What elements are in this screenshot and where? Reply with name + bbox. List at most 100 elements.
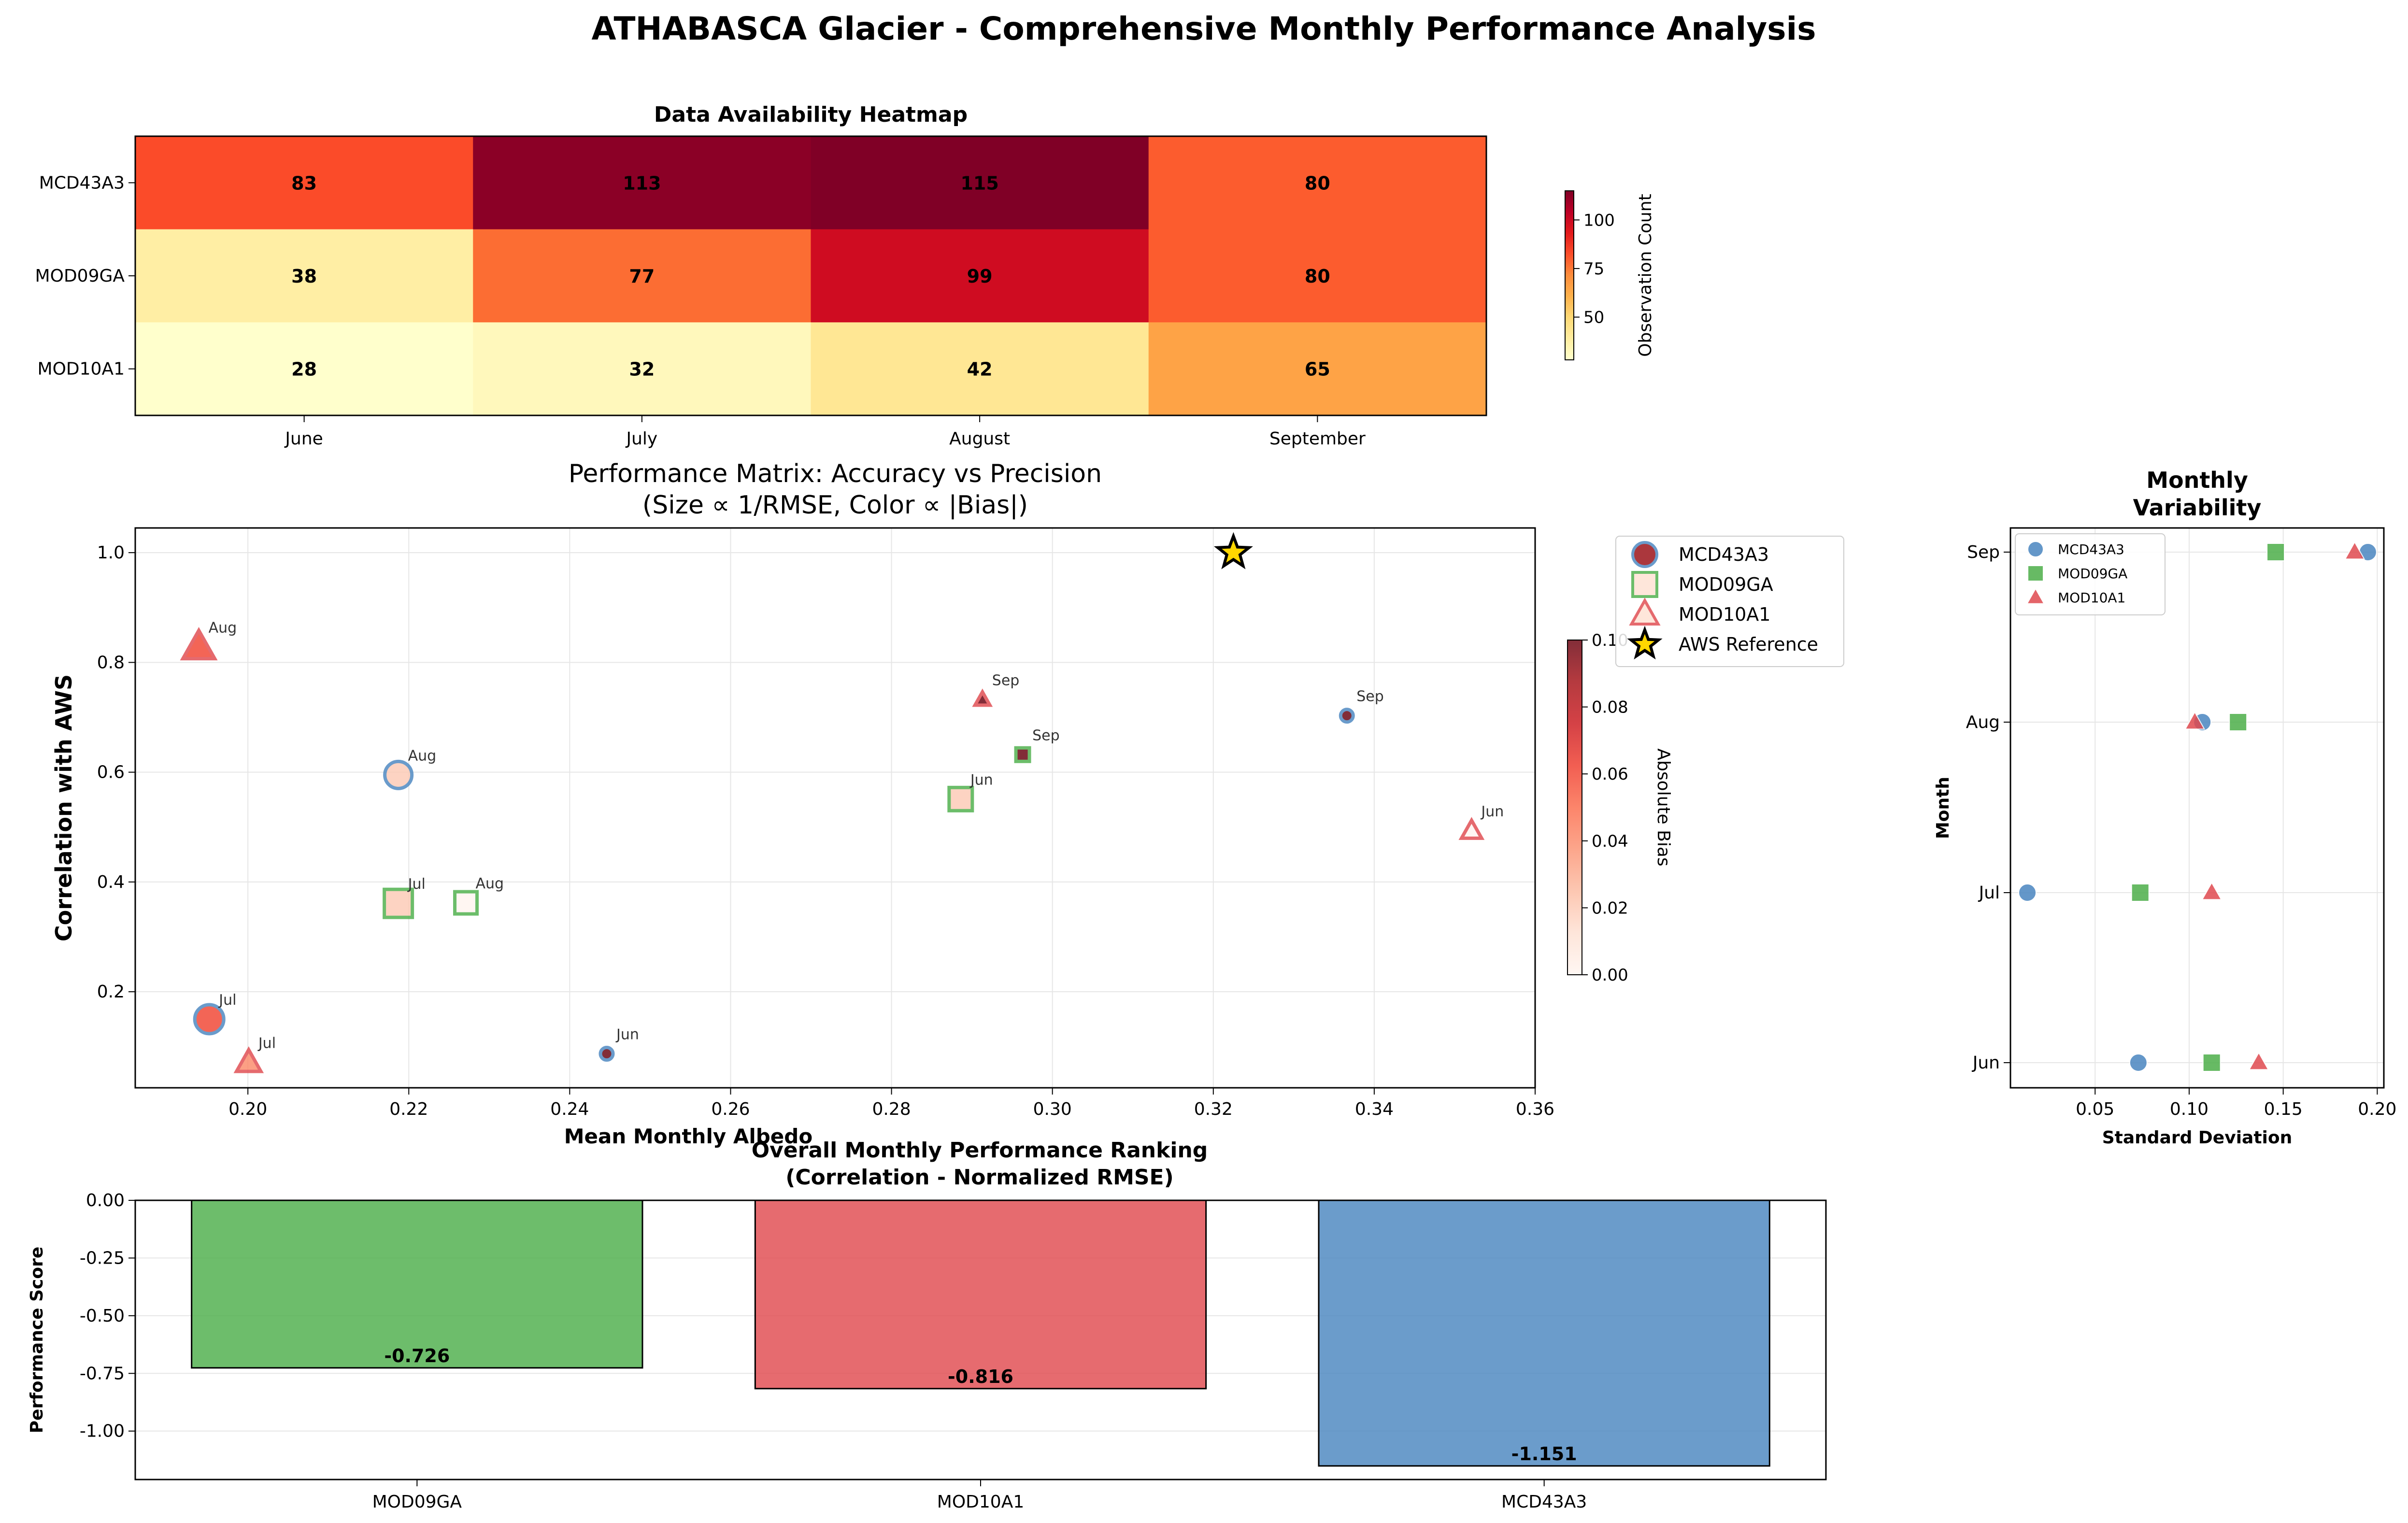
- data-point: [1014, 746, 1031, 763]
- x-tick-label: 0.36: [1516, 1099, 1554, 1119]
- heatmap-cell: [473, 136, 811, 230]
- point-label: Jul: [218, 992, 236, 1009]
- y-tick-label: Jul: [1978, 883, 2000, 903]
- heatmap-cell: [811, 229, 1149, 323]
- point-label: Aug: [408, 747, 437, 764]
- data-point: [383, 887, 414, 919]
- data-point: [2129, 1053, 2148, 1072]
- y-tick-label: Aug: [1966, 712, 2000, 732]
- y-tick-label: Jun: [1972, 1053, 2000, 1073]
- legend-marker: [1629, 598, 1661, 626]
- y-axis-label: Correlation with AWS: [51, 674, 77, 941]
- axes-frame: [2009, 527, 2385, 1089]
- data-point: [2201, 882, 2223, 900]
- x-axis-label: Mean Monthly Albedo: [564, 1124, 812, 1148]
- y-tick-label: -1.00: [80, 1422, 125, 1441]
- legend-label: MOD09GA: [2058, 566, 2127, 582]
- legend-label: MOD09GA: [1679, 574, 1773, 595]
- heatmap-cell-value: 38: [291, 266, 317, 287]
- heatmap-cell-value: 80: [1305, 172, 1330, 194]
- data-point: [193, 1003, 226, 1036]
- heatmap-cell: [135, 229, 473, 323]
- legend-marker: [2027, 541, 2044, 557]
- point-label: Aug: [476, 875, 504, 892]
- data-point: [2202, 1053, 2221, 1072]
- heatmap-cell: [811, 322, 1149, 416]
- heatmap-row-label: MOD09GA: [35, 266, 125, 286]
- x-tick-label: 0.20: [228, 1099, 267, 1119]
- x-tick-label: MOD09GA: [372, 1492, 462, 1512]
- colorbar-tick-label: 0.06: [1592, 765, 1628, 784]
- legend-label: MCD43A3: [2058, 541, 2124, 557]
- data-point: [180, 626, 218, 661]
- legend-marker: [1627, 626, 1663, 660]
- point-label: Jul: [257, 1035, 276, 1052]
- colorbar-tick-label: 0.02: [1592, 898, 1628, 918]
- legend-marker: [1631, 541, 1658, 568]
- heatmap-cell: [811, 136, 1149, 230]
- bar: [754, 1199, 1207, 1390]
- heatmap-cell: [473, 229, 811, 323]
- data-point: [233, 1046, 264, 1073]
- scatter-subtitle: (Size ∝ 1/RMSE, Color ∝ |Bias|): [642, 491, 1028, 520]
- data-point: [947, 785, 974, 812]
- variability-title: Monthly: [2146, 467, 2248, 493]
- variability-title: Variability: [2133, 495, 2262, 521]
- y-tick-label: 0.8: [97, 653, 125, 672]
- data-point: [2184, 711, 2206, 730]
- point-label: Jun: [615, 1026, 639, 1043]
- legend-label: AWS Reference: [1679, 634, 1818, 655]
- bar-value-label: -0.726: [384, 1345, 450, 1366]
- data-point: [2344, 541, 2365, 560]
- data-point: [2266, 543, 2285, 561]
- data-point: [2018, 883, 2037, 902]
- point-label: Jun: [969, 771, 993, 788]
- aws-reference-point: [1213, 532, 1253, 569]
- data-point: [1458, 817, 1485, 840]
- y-tick-label: -0.25: [80, 1248, 125, 1268]
- heatmap-panel: Data Availability Heatmap 83 113 115 80 38 77 9…: [35, 102, 1655, 449]
- data-point: [972, 688, 993, 707]
- colorbar-label: Observation Count: [1636, 194, 1655, 357]
- heatmap-row-label: MCD43A3: [39, 173, 125, 193]
- heatmap-row-label: MOD10A1: [38, 359, 125, 379]
- heatmap-cell-value: 83: [291, 172, 317, 194]
- y-tick-label: -0.75: [80, 1364, 125, 1383]
- heatmap-cell-value: 80: [1305, 266, 1330, 287]
- colorbar-tick-label: 75: [1583, 259, 1604, 279]
- ranking-title: (Correlation - Normalized RMSE): [785, 1165, 1173, 1190]
- colorbar-tick-label: 0.08: [1592, 698, 1628, 717]
- heatmap-column-label: July: [626, 429, 658, 449]
- performance-matrix-panel: Performance Matrix: Accuracy vs Precisio…: [51, 459, 1844, 1148]
- heatmap-cell-value: 32: [629, 359, 655, 380]
- data-point: [453, 890, 479, 916]
- heatmap-cell-value: 99: [967, 266, 993, 287]
- y-tick-label: 0.2: [97, 982, 125, 1002]
- point-label: Sep: [1356, 688, 1384, 705]
- point-label: Aug: [209, 620, 237, 637]
- colorbar-label: Absolute Bias: [1653, 748, 1673, 866]
- bar-value-label: -1.151: [1511, 1443, 1577, 1465]
- legend-marker: [2026, 587, 2045, 604]
- axes-frame: [134, 527, 1536, 1089]
- y-tick-label: 0.6: [97, 763, 125, 783]
- heatmap-cell-value: 65: [1305, 359, 1330, 380]
- x-tick-label: 0.34: [1355, 1099, 1394, 1119]
- point-label: Sep: [1032, 727, 1060, 744]
- heatmap-cell: [1148, 229, 1487, 323]
- y-axis-label: Performance Score: [27, 1247, 47, 1434]
- heatmap-cell: [135, 322, 473, 416]
- legend-label: MOD10A1: [2058, 590, 2125, 606]
- x-tick-label: 0.10: [2170, 1099, 2209, 1119]
- y-tick-label: 0.4: [97, 872, 125, 892]
- bar: [191, 1199, 643, 1369]
- x-tick-label: 0.20: [2358, 1099, 2396, 1119]
- legend-marker: [2027, 565, 2044, 582]
- ranking-title: Overall Monthly Performance Ranking: [752, 1138, 1208, 1163]
- heatmap-column-label: August: [949, 429, 1010, 449]
- x-tick-label: 0.22: [389, 1099, 428, 1119]
- data-point: [598, 1046, 615, 1062]
- x-tick-label: 0.30: [1033, 1099, 1072, 1119]
